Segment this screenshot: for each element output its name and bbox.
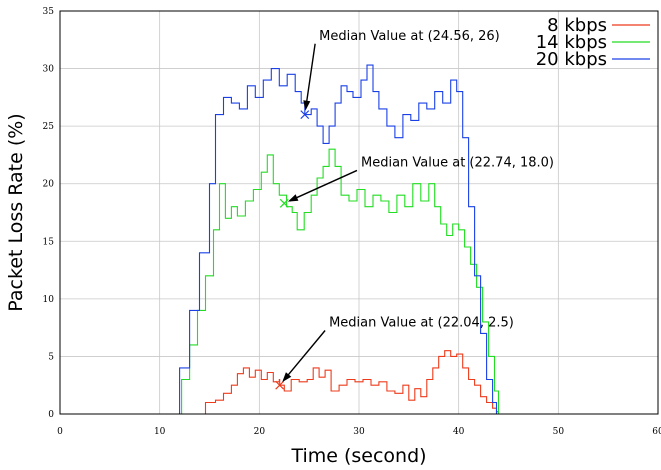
legend-label: 8 kbps [547,15,607,36]
series-line-20-kbps [60,64,658,415]
annotation-arrowhead [282,372,292,383]
median-marker [300,110,310,120]
y-tick-label: 35 [43,7,55,17]
y-tick-label: 25 [43,122,55,132]
y-tick-label: 30 [43,65,55,75]
x-tick-label: 40 [453,427,465,437]
y-tick-label: 20 [43,180,55,190]
x-axis-label: Time (second) [290,445,426,467]
annotations: Median Value at (24.56, 26) Median Value … [275,29,554,390]
legend-label: 14 kbps [536,32,607,53]
annotation-arrowhead [303,100,311,111]
plot-frame [59,10,659,415]
annotation-arrow [304,43,316,109]
x-tick-label: 30 [353,427,365,437]
tick-labels: 0 10 20 30 40 50 60 0 5 10 15 20 25 30 35 [43,7,661,437]
median-marker [279,198,289,208]
x-tick-label: 10 [154,427,166,437]
y-tick-label: 15 [43,237,55,247]
annotation-label: Median Value at (22.04, 2.5) [329,315,514,330]
annotation-arrow [282,330,326,382]
x-tick-label: 50 [553,427,565,437]
y-tick-label: 0 [48,410,54,420]
annotation-label: Median Value at (22.74, 18.0) [361,155,554,170]
median-marker [275,380,285,390]
legend-label: 20 kbps [536,49,607,70]
annotation-label: Median Value at (24.56, 26) [319,29,500,44]
series-line-8-kbps [60,350,658,415]
series-lines [60,64,658,415]
grid [59,10,659,415]
series-line-14-kbps [60,148,658,415]
y-axis-label: Packet Loss Rate (%) [5,113,27,311]
y-tick-label: 10 [43,295,55,305]
x-tick-label: 0 [57,427,63,437]
x-tick-label: 60 [652,427,661,437]
y-tick-label: 5 [48,352,54,362]
annotation-arrow [289,169,358,202]
x-tick-label: 20 [254,427,266,437]
annotation-arrowhead [287,194,299,202]
